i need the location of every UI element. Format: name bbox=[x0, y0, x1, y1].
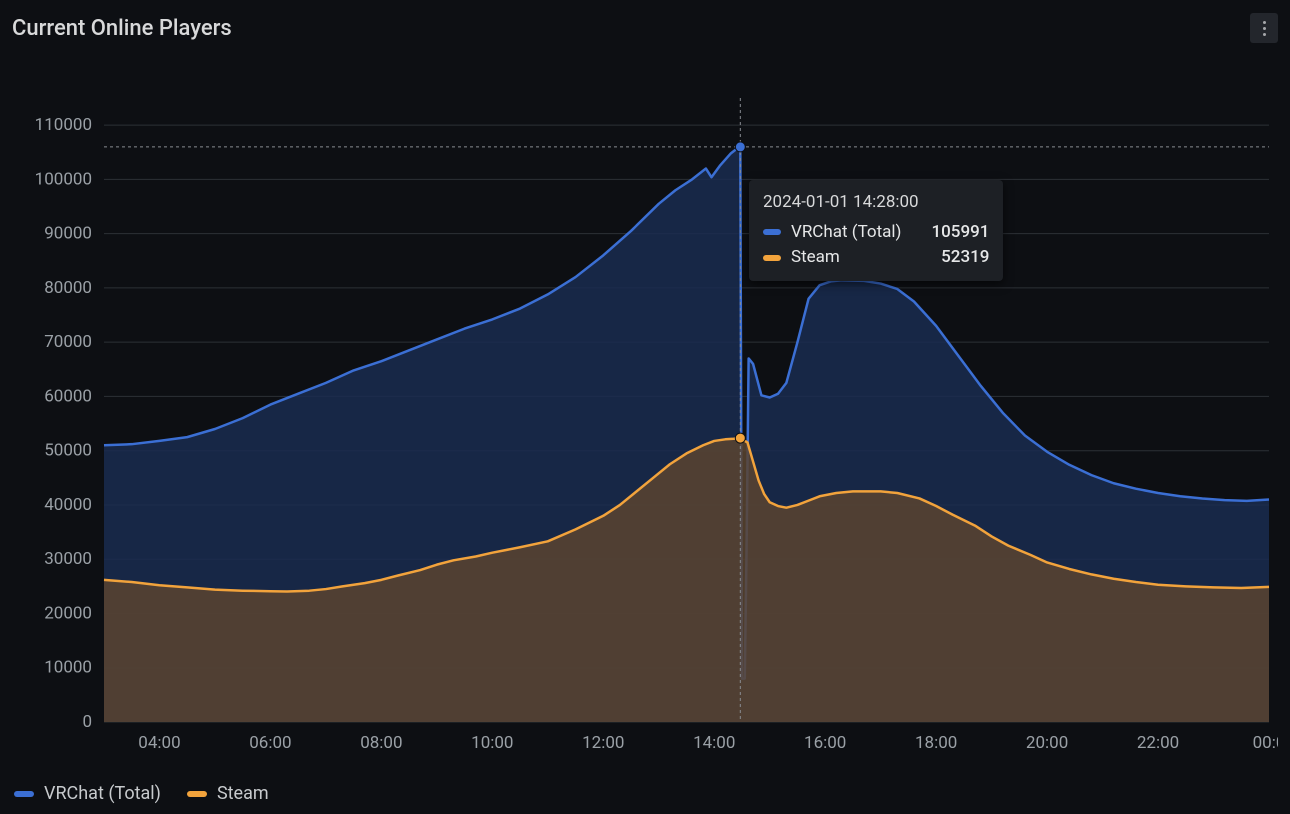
svg-text:100000: 100000 bbox=[35, 169, 92, 189]
svg-text:10000: 10000 bbox=[44, 658, 92, 678]
legend-swatch bbox=[187, 791, 207, 797]
svg-text:0: 0 bbox=[82, 712, 92, 732]
svg-text:20000: 20000 bbox=[44, 603, 92, 623]
svg-text:06:00: 06:00 bbox=[249, 733, 291, 753]
chart-svg: 0 10000 20000 30000 40000 50000 60000 70000 8000… bbox=[12, 52, 1278, 772]
svg-text:04:00: 04:00 bbox=[138, 733, 180, 753]
chart-legend: VRChat (Total) Steam bbox=[14, 783, 269, 804]
svg-text:70000: 70000 bbox=[44, 332, 92, 352]
svg-text:30000: 30000 bbox=[44, 549, 92, 569]
svg-text:18:00: 18:00 bbox=[915, 733, 957, 753]
chart-panel: Current Online Players 0 10000 20000 30000 4… bbox=[0, 0, 1290, 814]
svg-text:14:00: 14:00 bbox=[693, 733, 735, 753]
panel-header: Current Online Players bbox=[12, 10, 1278, 46]
svg-text:90000: 90000 bbox=[44, 224, 92, 244]
legend-swatch bbox=[14, 791, 34, 797]
panel-menu-button[interactable] bbox=[1250, 13, 1278, 43]
chart-area[interactable]: 0 10000 20000 30000 40000 50000 60000 70000 8000… bbox=[12, 52, 1278, 772]
svg-text:10:00: 10:00 bbox=[471, 733, 513, 753]
svg-text:16:00: 16:00 bbox=[804, 733, 846, 753]
svg-text:22:00: 22:00 bbox=[1137, 733, 1179, 753]
svg-text:20:00: 20:00 bbox=[1026, 733, 1068, 753]
svg-text:110000: 110000 bbox=[35, 115, 92, 135]
legend-label: Steam bbox=[217, 783, 269, 804]
panel-title: Current Online Players bbox=[12, 16, 232, 41]
svg-text:40000: 40000 bbox=[44, 495, 92, 515]
svg-text:80000: 80000 bbox=[44, 278, 92, 298]
svg-text:12:00: 12:00 bbox=[582, 733, 624, 753]
dots-icon bbox=[1263, 21, 1266, 24]
svg-text:08:00: 08:00 bbox=[360, 733, 402, 753]
legend-item-steam[interactable]: Steam bbox=[187, 783, 269, 804]
legend-label: VRChat (Total) bbox=[44, 783, 161, 804]
svg-text:60000: 60000 bbox=[44, 386, 92, 406]
svg-text:00:0: 00:0 bbox=[1253, 733, 1278, 753]
svg-text:50000: 50000 bbox=[44, 441, 92, 461]
legend-item-vrchat[interactable]: VRChat (Total) bbox=[14, 783, 161, 804]
